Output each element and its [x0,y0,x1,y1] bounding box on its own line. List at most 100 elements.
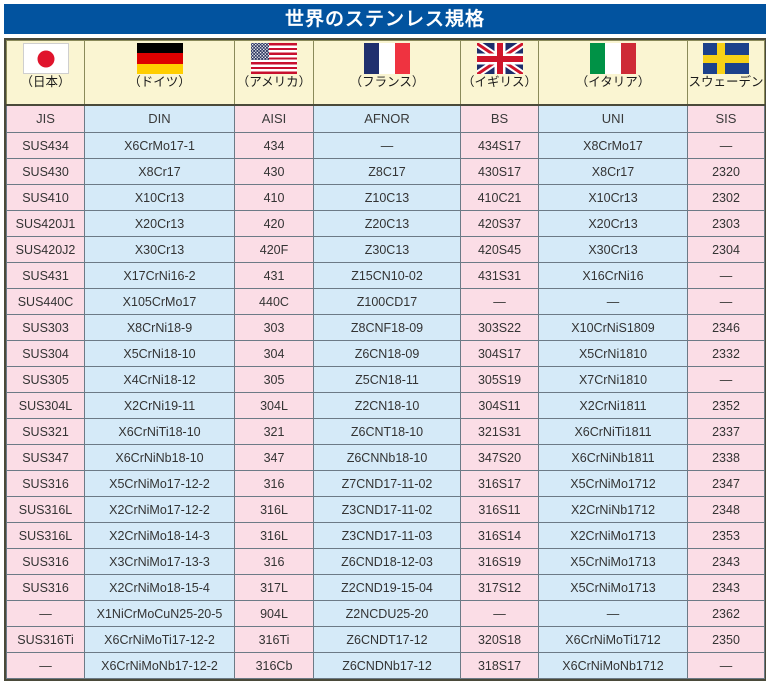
cell-aisi: 316Ti [234,626,314,653]
cell-afnor: Z2CN18-10 [313,392,461,419]
cell-afnor: Z6CN18-09 [313,340,461,367]
cell-uni: X10Cr13 [538,184,688,211]
table-row: SUS316Ti X6CrNiMoTi17-12-2 316Ti Z6CNDT17-1… [6,626,765,653]
cell-bs: 420S37 [460,210,539,237]
cell-jis: SUS316 [6,548,85,575]
cell-aisi: 316Cb [234,652,314,679]
cell-afnor: Z8CNF18-09 [313,314,461,341]
cell-bs: 304S17 [460,340,539,367]
cell-bs: 317S12 [460,574,539,601]
cell-aisi: 304 [234,340,314,367]
cell-uni: X6CrNiMoTi1712 [538,626,688,653]
cell-aisi: 305 [234,366,314,393]
cell-sis: 2304 [687,236,765,263]
cell-uni: X6CrNiNb1811 [538,444,688,471]
cell-aisi: 410 [234,184,314,211]
cell-sis: 2302 [687,184,765,211]
cell-din: X6CrNiMoTi17-12-2 [84,626,235,653]
cell-afnor: Z10C13 [313,184,461,211]
column-header-jis: JIS [6,104,85,133]
cell-din: X20Cr13 [84,210,235,237]
column-header-aisi: AISI [234,104,314,133]
cell-afnor: Z30C13 [313,236,461,263]
cell-uni: — [538,600,688,627]
cell-jis: SUS316L [6,496,85,523]
country-label: （日本） [20,75,71,89]
cell-din: X5CrNi18-10 [84,340,235,367]
cell-bs: 316S11 [460,496,539,523]
cell-din: X6CrNiTi18-10 [84,418,235,445]
cell-sis: 2343 [687,574,765,601]
flag-header-cell-jis: （日本） [6,40,85,106]
cell-aisi: 321 [234,418,314,445]
cell-afnor: Z6CND18-12-03 [313,548,461,575]
cell-afnor: Z6CNT18-10 [313,418,461,445]
italy-flag-icon [590,43,636,74]
cell-bs: 303S22 [460,314,539,341]
page-title: 世界のステンレス規格 [284,8,485,30]
cell-din: X10Cr13 [84,184,235,211]
table-row: SUS431 X17CrNi16-2 431 Z15CN10-02 431S31 X16C… [6,262,765,289]
table-row: SUS440C X105CrMo17 440C Z100CD17— — — [6,288,765,315]
cell-sis: — [687,262,765,289]
cell-uni: X2CrNiMo1713 [538,522,688,549]
cell-aisi: 316 [234,548,314,575]
cell-afnor: Z8C17 [313,158,461,185]
japan-flag-icon [22,43,69,74]
cell-afnor: Z7CND17-11-02 [313,470,461,497]
cell-bs: 304S11 [460,392,539,419]
cell-afnor: Z2CND19-15-04 [313,574,461,601]
cell-bs: — [460,600,539,627]
cell-jis: — [6,600,85,627]
flag-header-cell-din: （ドイツ） [84,40,235,106]
cell-sis: 2347 [687,470,765,497]
column-header-din: DIN [84,104,235,133]
cell-aisi: 431 [234,262,314,289]
cell-jis: SUS321 [6,418,85,445]
cell-bs: 320S18 [460,626,539,653]
cell-uni: X5CrNiMo1713 [538,548,688,575]
cell-aisi: 430 [234,158,314,185]
cell-sis: 2348 [687,496,765,523]
column-header-uni: UNI [538,104,688,133]
country-label: （ドイツ） [128,75,191,89]
cell-bs: 318S17 [460,652,539,679]
cell-uni: X2CrNi1811 [538,392,688,419]
cell-din: X5CrNiMo17-12-2 [84,470,235,497]
cell-uni: X5CrNiMo1712 [538,470,688,497]
cell-jis: SUS305 [6,366,85,393]
cell-sis: 2303 [687,210,765,237]
table-row: SUS316L X2CrNiMo18-14-3 316L Z3CND17-11-03 3… [6,522,765,549]
cell-sis: 2343 [687,548,765,575]
cell-afnor: Z6CNDNb17-12 [313,652,461,679]
column-header-sis: SIS [687,104,765,133]
cell-afnor: Z100CD17 [313,288,461,315]
cell-bs: 347S20 [460,444,539,471]
flag-header-cell-uni: （イタリア） [538,40,688,106]
cell-aisi: 304L [234,392,314,419]
cell-sis: — [687,652,765,679]
standards-table-container: （日本） （ドイツ） （アメリカ） （フランス） （イギリス） （イタリア） （スウェーデン… [4,38,766,681]
cell-bs: 316S17 [460,470,539,497]
cell-jis: SUS430 [6,158,85,185]
cell-aisi: 317L [234,574,314,601]
cell-aisi: 303 [234,314,314,341]
france-flag-icon [364,43,410,74]
table-row: — X1NiCrMoCuN25-20-5 904L Z2NCDU25-20— —2362 [6,600,765,627]
column-header-bs: BS [460,104,539,133]
cell-bs: 321S31 [460,418,539,445]
cell-din: X8CrNi18-9 [84,314,235,341]
table-row: SUS420J2 X30Cr13 420F Z30C13 420S45 X30Cr13 23… [6,236,765,263]
cell-jis: SUS304 [6,340,85,367]
uk-flag-icon [476,43,523,74]
cell-din: X6CrNiNb18-10 [84,444,235,471]
cell-jis: SUS410 [6,184,85,211]
country-label: （イタリア） [575,75,651,89]
cell-din: X2CrNiMo18-14-3 [84,522,235,549]
flag-header-cell-sis: （スウェーデン） [687,40,765,106]
cell-din: X8Cr17 [84,158,235,185]
cell-sis: 2320 [687,158,765,185]
cell-sis: 2350 [687,626,765,653]
table-row: SUS316 X5CrNiMo17-12-2 316 Z7CND17-11-02 316… [6,470,765,497]
germany-flag-icon [136,43,183,74]
